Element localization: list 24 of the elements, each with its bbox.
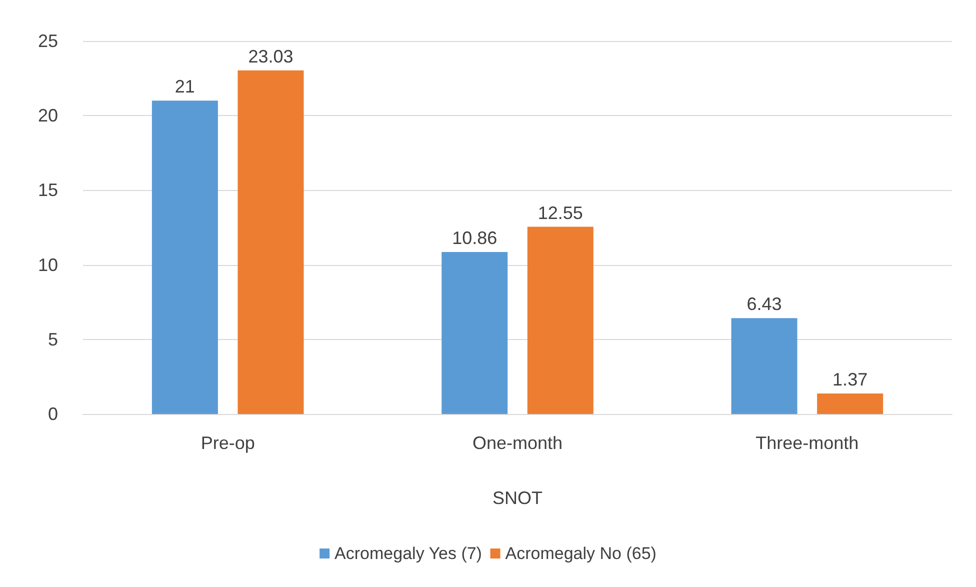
y-tick-label: 20 xyxy=(38,106,58,126)
data-label: 1.37 xyxy=(832,370,868,390)
data-label: 12.55 xyxy=(538,202,583,223)
legend-label: Acromegaly Yes (7) xyxy=(334,544,482,563)
x-axis-title: SNOT xyxy=(492,488,543,508)
data-label: 21 xyxy=(174,76,195,97)
bar xyxy=(527,226,594,414)
data-label: 23.03 xyxy=(248,46,294,66)
data-label: 10.86 xyxy=(452,228,498,248)
bar xyxy=(238,70,304,414)
x-tick-label: One-month xyxy=(472,433,563,453)
x-tick-label: Pre-op xyxy=(200,433,255,453)
data-label: 6.43 xyxy=(746,294,782,314)
bar xyxy=(731,318,798,414)
x-tick-label: Three-month xyxy=(756,433,859,453)
legend-label: Acromegaly No (65) xyxy=(505,544,656,563)
y-tick-label: 5 xyxy=(48,329,58,350)
bar xyxy=(817,394,884,414)
y-tick-label: 10 xyxy=(38,254,58,275)
y-tick-label: 15 xyxy=(38,180,58,200)
bar xyxy=(442,252,508,414)
bar xyxy=(152,100,218,414)
y-tick-label: 0 xyxy=(48,404,58,424)
y-tick-label: 25 xyxy=(38,31,58,51)
